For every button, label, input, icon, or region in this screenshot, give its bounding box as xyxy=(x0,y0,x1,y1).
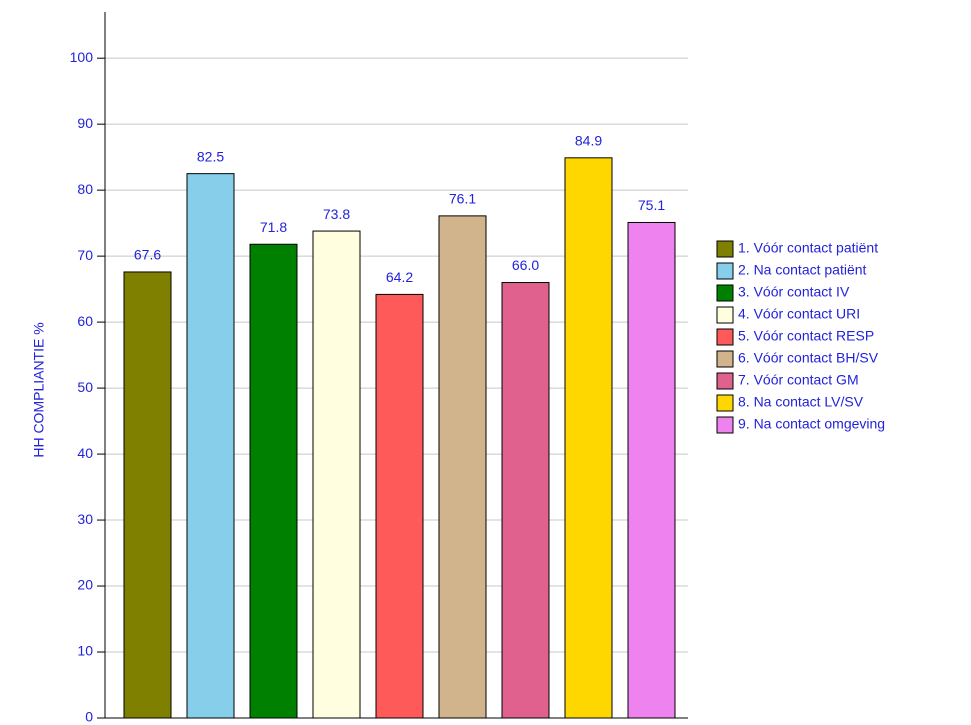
value-label: 84.9 xyxy=(575,133,602,149)
y-tick-label: 70 xyxy=(77,247,93,263)
y-tick-label: 20 xyxy=(77,577,93,593)
y-tick-label: 30 xyxy=(77,511,93,527)
legend-swatch xyxy=(716,350,734,368)
value-label: 64.2 xyxy=(386,269,413,285)
legend-label: 2. Na contact patiënt xyxy=(738,262,867,278)
legend-swatch xyxy=(716,240,734,258)
value-label: 82.5 xyxy=(197,148,224,164)
value-label: 75.1 xyxy=(638,197,665,213)
legend-label: 1. Vóór contact patiënt xyxy=(738,240,878,256)
bar xyxy=(375,293,424,719)
bar xyxy=(186,173,235,719)
legend-swatch xyxy=(716,306,734,324)
value-label: 73.8 xyxy=(323,206,350,222)
y-axis-label: HH COMPLIANTIE % xyxy=(31,322,47,457)
legend-label: 4. Vóór contact URI xyxy=(738,306,860,322)
y-tick-label: 90 xyxy=(77,115,93,131)
legend-label: 9. Na contact omgeving xyxy=(738,416,885,432)
bar xyxy=(249,243,298,719)
y-tick-label: 40 xyxy=(77,445,93,461)
legend-label: 7. Vóór contact GM xyxy=(738,372,859,388)
y-tick-label: 0 xyxy=(85,709,93,725)
bar xyxy=(564,157,613,719)
legend-swatch xyxy=(716,372,734,390)
legend-label: 8. Na contact LV/SV xyxy=(738,394,864,410)
legend-label: 5. Vóór contact RESP xyxy=(738,328,874,344)
y-tick-label: 50 xyxy=(77,379,93,395)
bar xyxy=(627,221,676,719)
value-label: 76.1 xyxy=(449,191,476,207)
bar xyxy=(501,282,550,719)
legend-label: 6. Vóór contact BH/SV xyxy=(738,350,879,366)
y-tick-label: 100 xyxy=(70,49,94,65)
y-tick-label: 80 xyxy=(77,181,93,197)
bar xyxy=(123,271,172,719)
legend-swatch xyxy=(716,328,734,346)
value-label: 66.0 xyxy=(512,257,539,273)
y-tick-label: 60 xyxy=(77,313,93,329)
y-tick-label: 10 xyxy=(77,643,93,659)
legend-swatch xyxy=(716,284,734,302)
value-label: 67.6 xyxy=(134,247,161,263)
legend-swatch xyxy=(716,262,734,280)
legend-swatch xyxy=(716,416,734,434)
legend-swatch xyxy=(716,394,734,412)
value-label: 71.8 xyxy=(260,219,287,235)
bar xyxy=(312,230,361,719)
legend-label: 3. Vóór contact IV xyxy=(738,284,850,300)
bar xyxy=(438,215,487,719)
